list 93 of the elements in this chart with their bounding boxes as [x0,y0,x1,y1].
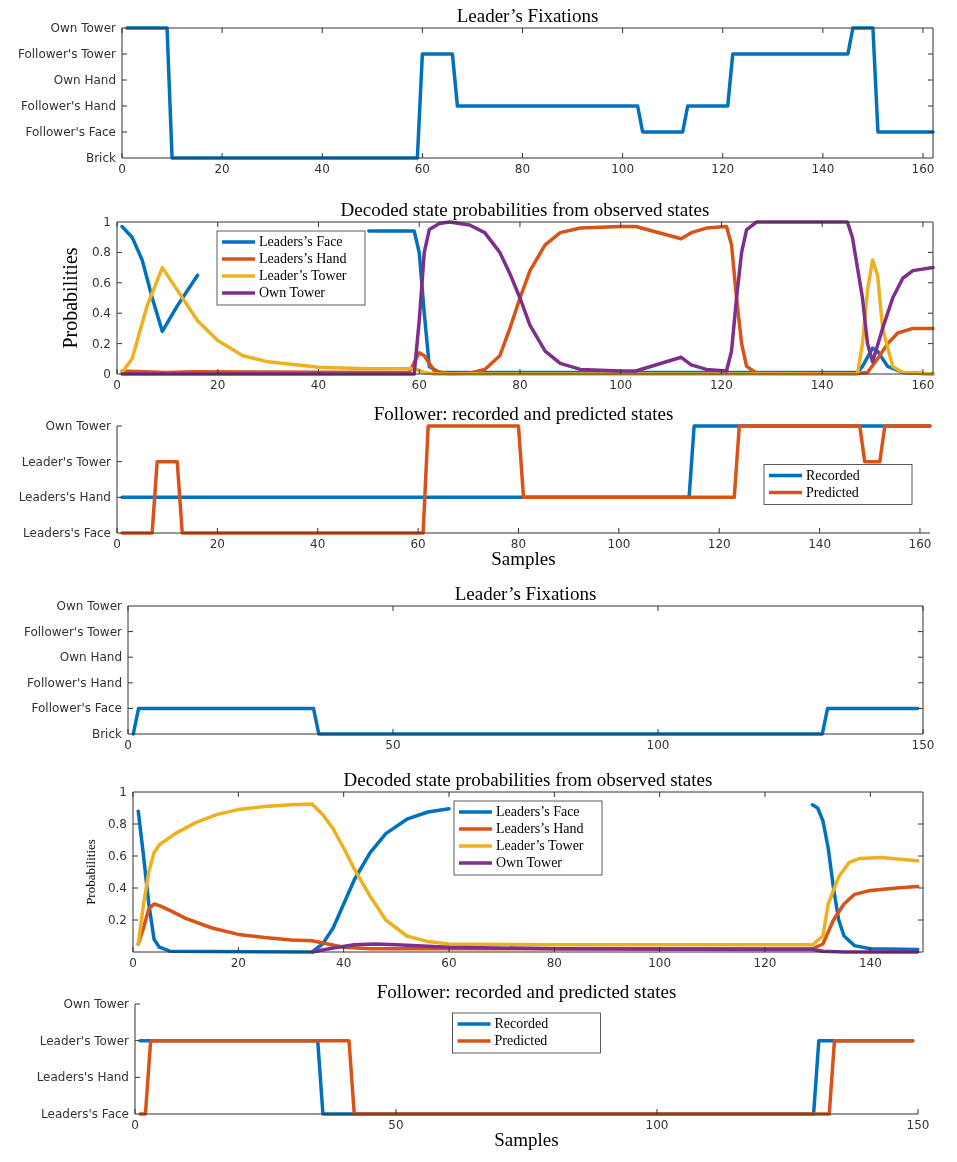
x-tick-label: 160 [908,537,932,551]
x-tick-label: 140 [808,537,832,551]
x-tick-label: 0 [131,1118,139,1132]
x-tick-label: 120 [707,537,731,551]
category-label: Own Hand [59,650,122,665]
chart-title: Leader’s Fixations [454,583,597,604]
x-tick-label: 20 [210,378,226,392]
x-tick-label: 120 [753,956,777,970]
chart-title: Follower: recorded and predicted states [373,403,674,424]
x-tick-label: 20 [214,162,230,176]
y-axis-title: Probabilities [83,839,98,905]
x-tick-label: 50 [388,1118,404,1132]
chart-title: Decoded state probabilities from observed states [340,199,710,220]
series-label: Leaders’s Face [496,804,580,819]
y-tick-label: 0.8 [107,817,127,831]
legend-label: Own Tower [496,855,563,870]
y-tick-label: 1 [103,215,111,229]
x-tick-label: 20 [230,956,246,970]
x-axis-title: Samples [491,548,556,569]
category-label: Follower's Tower [17,47,116,61]
legend-label: Leaders’s Hand [496,821,584,836]
x-tick-label: 100 [646,738,670,752]
x-tick-label: 150 [906,1118,930,1132]
x-tick-label: 0 [129,956,137,970]
x-tick-label: 80 [514,162,531,176]
x-tick-label: 20 [209,537,226,551]
y-tick-label: 0.2 [91,336,111,351]
x-tick-label: 60 [410,537,426,551]
legend-label: Leader’s Tower [259,268,347,283]
legend-label: Recorded [494,1016,549,1031]
chart-title: Decoded state probabilities from observed states [343,769,713,790]
x-tick-label: 60 [411,378,427,392]
category-label: Leader's Tower [21,454,111,469]
category-label: Leaders's Hand [18,490,111,505]
category-label: Leaders's Hand [36,1070,129,1085]
x-tick-label: 140 [810,378,834,392]
x-tick-label: 60 [441,956,457,970]
category-label: Leaders's Face [23,526,111,540]
legend-label: Leader’s Tower [496,838,584,853]
x-tick-label: 140 [858,956,882,970]
x-tick-label: 80 [546,956,562,970]
x-tick-label: 100 [648,956,672,970]
category-label: Own Tower [45,419,111,433]
y-tick-label: 0.8 [91,245,111,260]
line-series [310,942,920,954]
x-tick-label: 120 [711,162,735,176]
y-tick-label: 1 [119,785,127,799]
category-label: Follower's Face [31,701,122,716]
y-tick-label: 0 [103,367,111,381]
x-tick-label: 50 [385,738,401,752]
x-tick-label: 150 [911,738,935,752]
x-tick-label: 140 [811,162,835,176]
x-tick-label: 100 [611,162,635,176]
legend-label: Leaders’s Face [259,234,343,249]
x-tick-label: 120 [709,378,733,392]
category-label: Leaders's Face [41,1107,129,1121]
x-tick-label: 40 [310,378,327,392]
legend-label: Predicted [494,1033,548,1048]
chart-title: Follower: recorded and predicted states [376,981,677,1002]
x-tick-label: 100 [645,1118,669,1132]
y-axis-title: Probabilities [59,247,81,349]
category-label: Follower's Hand [21,99,116,113]
y-tick-label: 0.6 [91,275,111,290]
category-label: Follower's Tower [23,624,122,639]
x-axis-title: Samples [494,1129,559,1150]
x-tick-label: 100 [607,537,631,551]
y-tick-label: 0.4 [107,881,127,895]
x-tick-label: 40 [314,162,330,176]
category-label: Own Tower [50,21,116,35]
x-tick-label: 160 [911,378,935,392]
category-label: Brick [91,727,122,741]
y-tick-label: 0.6 [107,849,127,863]
x-tick-label: 40 [310,537,326,551]
y-tick-label: 0.2 [107,913,127,927]
category-label: Own Hand [53,73,116,87]
y-tick-label: 0.4 [91,306,111,321]
legend-label: Own Tower [259,285,326,300]
category-label: Own Tower [56,599,122,613]
x-tick-label: 80 [512,378,528,392]
x-tick-label: 80 [510,537,527,551]
category-label: Follower's Hand [27,675,122,690]
category-label: Brick [85,151,116,165]
x-tick-label: 40 [336,956,352,970]
category-label: Follower's Face [25,125,116,139]
category-label: Own Tower [63,997,129,1011]
x-tick-label: 100 [609,378,633,392]
legend-label: Predicted [806,484,859,500]
chart-title: Leader’s Fixations [456,5,599,26]
x-tick-label: 60 [414,162,431,176]
category-label: Leader's Tower [39,1033,129,1048]
x-tick-label: 160 [911,162,935,176]
legend-label: Leaders’s Hand [259,251,347,266]
legend-label: Recorded [806,467,860,483]
